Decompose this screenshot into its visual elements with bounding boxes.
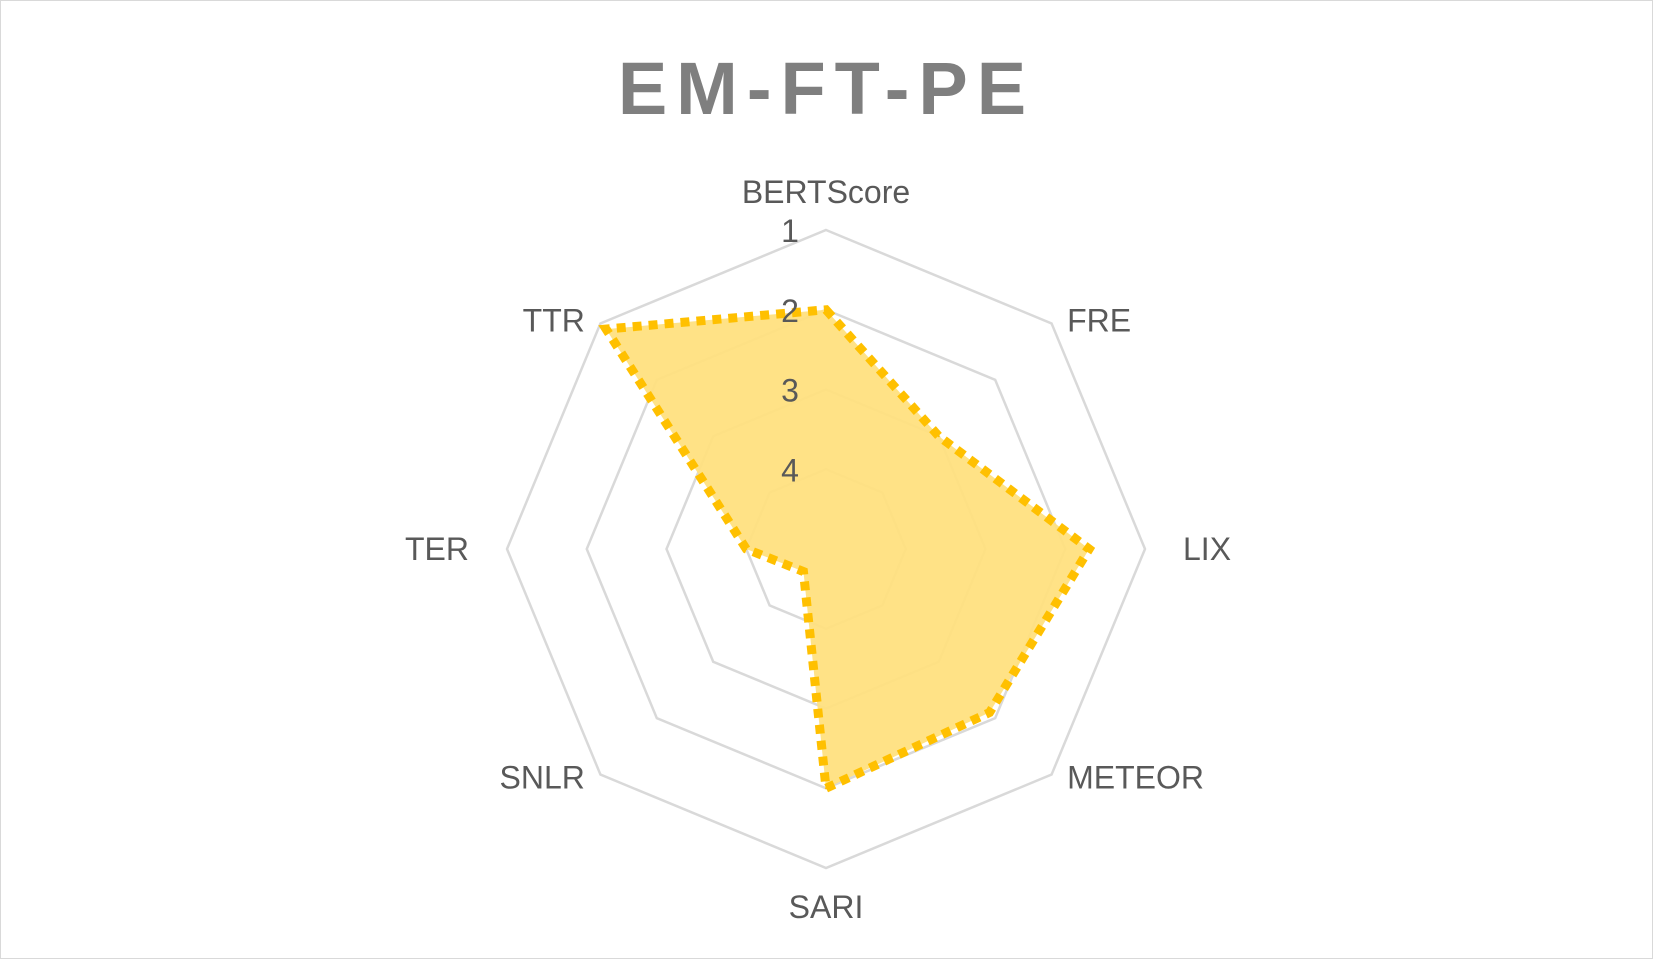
data-point-fre (937, 435, 940, 438)
data-point-snlr (802, 570, 805, 573)
tick-label-2: 2 (781, 293, 799, 329)
data-point-ttr (605, 328, 608, 331)
axis-label-ter: TER (405, 531, 469, 567)
axis-label-bertscore: BERTScore (742, 174, 910, 210)
radar-series (598, 305, 1096, 795)
radar-ticks: 1 2 3 4 (781, 213, 799, 488)
axis-label-lix: LIX (1183, 531, 1231, 567)
series-area-0 (598, 305, 1096, 795)
axis-label-ttr: TTR (523, 303, 585, 339)
data-point-meteor (988, 711, 991, 714)
axis-label-sari: SARI (789, 889, 864, 925)
data-point-sari (825, 787, 827, 790)
data-point-bertscore (825, 308, 827, 311)
axis-label-meteor: METEOR (1067, 759, 1204, 795)
tick-label-1: 1 (781, 213, 799, 249)
grid-ring-1 (505, 228, 1147, 870)
data-point-ter (745, 548, 748, 550)
chart-title: EM-FT-PE (617, 47, 1036, 130)
tick-label-3: 3 (781, 373, 799, 409)
axis-label-snlr: SNLR (500, 759, 585, 795)
data-point-lix (1088, 548, 1091, 550)
tick-label-4: 4 (781, 452, 799, 488)
radar-axis-labels: BERTScore FRE LIX METEOR SARI SNLR TER TTR (405, 174, 1231, 925)
axis-label-fre: FRE (1067, 303, 1131, 339)
